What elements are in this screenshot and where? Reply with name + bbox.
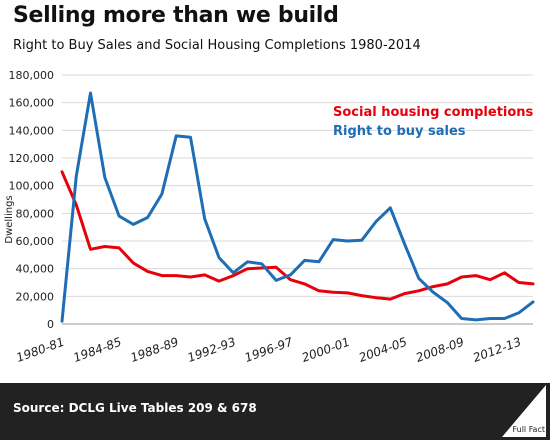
y-tick-label: 120,000 [9,152,55,165]
x-tick-label: 2012-13 [471,335,523,365]
y-tick-label: 180,000 [9,69,55,82]
y-axis-label: Dwellings [4,195,15,243]
x-tick-label: 1992-93 [186,335,238,365]
x-tick-label: 1996-97 [243,335,295,365]
y-tick-label: 60,000 [16,235,55,248]
footer-bar: Source: DCLG Live Tables 209 & 678 Full … [0,383,550,440]
legend-entry: Right to buy sales [333,124,466,139]
logo-text: Full Fact [512,425,545,434]
y-tick-label: 100,000 [9,180,55,193]
x-tick-label: 2008-09 [414,335,466,365]
series-line-right-to-buy-sales [60,91,535,323]
x-tick-label: 1980-81 [14,335,66,365]
source-note: Source: DCLG Live Tables 209 & 678 [13,401,257,415]
y-tick-label: 0 [47,318,54,331]
line-chart: 0 20,000 40,000 60,000 80,000 100,000 120,000 1… [4,69,535,365]
chart-title: Selling more than we build [13,3,339,28]
x-tick-label: 1984-85 [71,335,123,365]
chart-subtitle: Right to Buy Sales and Social Housing Co… [13,38,421,53]
legend-entry: Social housing completions [333,105,534,120]
y-tick-label: 40,000 [16,263,55,276]
y-tick-label: 20,000 [16,290,55,303]
x-tick-label: 1988-89 [129,335,181,365]
y-tick-label: 140,000 [9,124,55,137]
y-tick-label: 160,000 [9,97,55,110]
x-tick-label: 2004-05 [357,335,409,365]
x-tick-label: 2000-01 [300,335,352,365]
series-line-social-housing-completions [60,170,535,301]
y-tick-label: 80,000 [16,207,55,220]
full-fact-logo-icon [502,385,546,437]
